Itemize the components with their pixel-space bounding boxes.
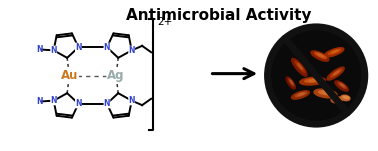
Text: N: N: [75, 99, 82, 108]
Text: N: N: [75, 43, 82, 52]
Text: Au: Au: [60, 69, 78, 82]
Ellipse shape: [340, 84, 345, 87]
Ellipse shape: [338, 82, 346, 88]
Text: N: N: [129, 96, 135, 105]
Ellipse shape: [327, 67, 344, 80]
Ellipse shape: [334, 98, 341, 101]
Ellipse shape: [332, 50, 338, 53]
Text: N: N: [36, 45, 43, 54]
Text: N: N: [50, 46, 57, 55]
Ellipse shape: [300, 77, 325, 85]
Ellipse shape: [290, 80, 293, 84]
Text: Antimicrobial Activity: Antimicrobial Activity: [126, 8, 312, 23]
Ellipse shape: [288, 79, 294, 86]
Ellipse shape: [295, 92, 307, 97]
Circle shape: [268, 27, 365, 124]
Ellipse shape: [333, 71, 339, 75]
Ellipse shape: [331, 69, 342, 77]
Ellipse shape: [324, 48, 344, 57]
Ellipse shape: [318, 54, 324, 57]
Ellipse shape: [295, 61, 305, 72]
Ellipse shape: [336, 98, 339, 100]
Ellipse shape: [328, 49, 341, 54]
Text: N: N: [104, 43, 110, 52]
Ellipse shape: [305, 79, 321, 82]
Text: N: N: [50, 96, 57, 105]
Ellipse shape: [343, 96, 349, 99]
Ellipse shape: [309, 79, 318, 81]
Ellipse shape: [298, 93, 304, 95]
Ellipse shape: [292, 58, 307, 76]
Text: 2+: 2+: [157, 17, 172, 27]
Text: N: N: [104, 99, 110, 108]
Ellipse shape: [286, 77, 295, 89]
Ellipse shape: [314, 89, 337, 98]
Ellipse shape: [322, 92, 330, 94]
Text: N: N: [36, 97, 43, 106]
Text: Ag: Ag: [107, 69, 125, 82]
Ellipse shape: [319, 91, 333, 95]
Ellipse shape: [341, 95, 350, 101]
Ellipse shape: [297, 63, 303, 70]
Ellipse shape: [311, 51, 329, 61]
Ellipse shape: [331, 97, 342, 103]
Text: N: N: [129, 46, 135, 55]
Ellipse shape: [335, 81, 348, 91]
Ellipse shape: [315, 53, 326, 58]
Ellipse shape: [344, 96, 348, 98]
Ellipse shape: [291, 91, 310, 99]
